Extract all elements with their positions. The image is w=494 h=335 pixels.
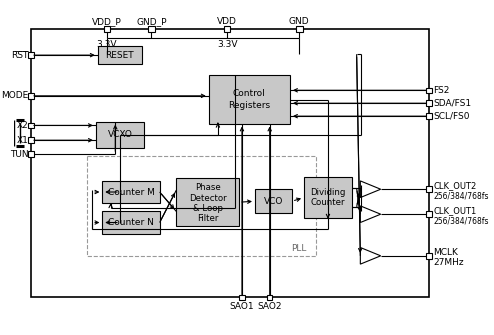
Text: RST: RST	[11, 51, 28, 60]
Text: & Loop: & Loop	[193, 204, 223, 213]
Text: VCXO: VCXO	[108, 130, 132, 139]
Text: X2: X2	[17, 121, 28, 130]
Bar	[96, 122, 144, 148]
Bar	[102, 211, 160, 233]
Text: VDD: VDD	[217, 17, 237, 26]
Text: RESET: RESET	[106, 51, 134, 60]
Text: SDA/FS1: SDA/FS1	[433, 99, 471, 108]
Bar	[28, 151, 34, 157]
Bar	[426, 114, 432, 119]
Bar	[102, 181, 160, 203]
Text: X1: X1	[16, 136, 28, 145]
Text: MODE: MODE	[1, 91, 28, 100]
Text: Counter: Counter	[311, 198, 345, 207]
Text: MCLK: MCLK	[433, 248, 458, 257]
Text: Detector: Detector	[189, 194, 227, 203]
Bar	[426, 211, 432, 217]
Text: 3.3V: 3.3V	[217, 41, 238, 50]
Polygon shape	[360, 248, 381, 264]
Text: SAO2: SAO2	[257, 302, 282, 311]
Text: GND_P: GND_P	[136, 17, 166, 26]
Bar	[255, 189, 292, 213]
Bar	[426, 100, 432, 106]
Text: Counter N: Counter N	[108, 218, 154, 227]
Text: VDD_P: VDD_P	[92, 17, 122, 26]
Bar	[148, 26, 155, 32]
Text: SCL/FS0: SCL/FS0	[433, 112, 470, 121]
Text: 27MHz: 27MHz	[433, 258, 464, 267]
Polygon shape	[360, 206, 381, 222]
Text: Dividing: Dividing	[310, 188, 346, 197]
Bar	[98, 46, 142, 64]
Bar	[208, 75, 290, 124]
Text: 3.3V: 3.3V	[97, 41, 117, 50]
Text: Counter M: Counter M	[108, 188, 155, 197]
Text: PLL: PLL	[291, 244, 307, 253]
Text: 256/384/768fs: 256/384/768fs	[433, 191, 489, 200]
Text: Registers: Registers	[228, 100, 270, 110]
Bar	[426, 253, 432, 259]
Text: Control: Control	[233, 89, 266, 98]
Text: TUN: TUN	[10, 150, 28, 158]
Text: Filter: Filter	[197, 214, 218, 223]
Bar	[28, 52, 34, 58]
Bar	[304, 177, 352, 218]
Bar	[28, 123, 34, 128]
Text: FS2: FS2	[433, 86, 450, 95]
Text: Phase: Phase	[195, 183, 221, 192]
Bar	[31, 29, 429, 297]
Bar	[296, 26, 302, 32]
Bar	[176, 178, 239, 226]
Bar	[86, 156, 316, 256]
Polygon shape	[360, 181, 381, 198]
Text: CLK_OUT2: CLK_OUT2	[433, 181, 477, 190]
Text: 256/384/768fs: 256/384/768fs	[433, 216, 489, 225]
Bar	[426, 87, 432, 93]
Bar	[104, 26, 110, 32]
Bar	[267, 295, 273, 300]
Text: CLK_OUT1: CLK_OUT1	[433, 206, 477, 215]
Text: SAO1: SAO1	[230, 302, 254, 311]
Text: GND: GND	[289, 17, 310, 26]
Bar	[28, 93, 34, 98]
Text: VCO: VCO	[264, 197, 283, 206]
Bar	[426, 187, 432, 192]
Bar	[239, 295, 245, 300]
Bar	[224, 26, 230, 32]
Bar	[28, 137, 34, 143]
